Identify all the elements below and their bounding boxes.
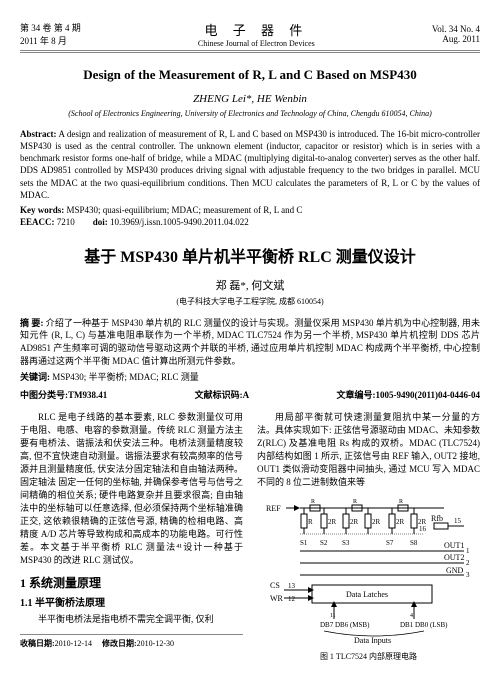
data-latches-label: Data Latches: [346, 590, 388, 599]
left-column: RLC 是电子线路的基本要素, RLC 参数测量仪可用于电阻、电感、电容的参数测…: [20, 411, 243, 665]
vol-issue-en: Vol. 34 No. 4: [432, 24, 480, 34]
classification-row: 中图分类号:TM938.41 文献标识码:A 文章编号:1005-9490(20…: [20, 388, 480, 401]
gnd-label: GND: [446, 566, 464, 575]
right-paragraph: 用局部平衡就可快速测量复阻抗中某一分量的方法。具体实现如下: 正弦信号源驱动由 …: [257, 411, 480, 489]
rfb-label: Rfb: [431, 514, 443, 523]
article-no: 文章编号:1005-9490(2011)04-0446-04: [337, 388, 481, 401]
title-en: Design of the Measurement of R, L and C …: [20, 67, 480, 83]
page-header: 第 34 卷 第 4 期 2011 年 8 月 电 子 器 件 Chinese …: [20, 20, 480, 51]
pin16: 16: [419, 525, 427, 533]
svg-text:11: 11: [330, 613, 336, 619]
svg-text:S8: S8: [410, 539, 418, 547]
svg-text:R: R: [399, 499, 403, 505]
sec11-paragraph: 半平衡电桥法是指电桥不需完全调平衡, 仅利: [20, 613, 243, 626]
section-1-heading: 1 系统测量原理: [20, 575, 243, 592]
recv-label: 收稿日期:: [20, 639, 55, 648]
doc-value: A: [243, 390, 250, 400]
figure-1: REF R 2R: [257, 495, 480, 663]
keywords-cn: MSP430; 半平衡桥; MDAC; RLC 测量: [52, 372, 199, 382]
title-cn: 基于 MSP430 单片机半平衡桥 RLC 测量仪设计: [20, 243, 480, 267]
header-rule: [20, 52, 480, 53]
abstract-cn-label: 摘 要:: [20, 318, 43, 328]
svg-text:2R: 2R: [372, 518, 381, 526]
svg-text:S3: S3: [342, 539, 350, 547]
svg-text:4: 4: [410, 613, 413, 619]
svg-text:15: 15: [454, 517, 462, 525]
cs-label: CS: [270, 581, 280, 590]
data-inputs-label: Data Inputs: [354, 636, 391, 645]
authors-cn: 郑 磊*, 何文斌: [20, 277, 480, 293]
top-r-resistors: R R R: [310, 499, 408, 511]
authors-en: ZHENG Lei*, HE Wenbin: [20, 93, 480, 105]
svg-text:R: R: [308, 518, 313, 526]
body-columns: RLC 是电子线路的基本要素, RLC 参数测量仪可用于电阻、电感、电容的参数测…: [20, 411, 480, 665]
abstract-en-block: Abstract: A design and realization of me…: [20, 128, 480, 201]
svg-text:R: R: [311, 499, 315, 505]
svg-text:1: 1: [466, 547, 470, 555]
rev-date: 2010-12-30: [137, 639, 174, 648]
journal-en: Chinese Journal of Electron Devices: [81, 39, 432, 48]
figure-1-caption: 图 1 TLC7524 内部原理电路: [257, 651, 480, 663]
keywords-cn-label: 关键词:: [20, 372, 50, 382]
abstract-cn-block: 摘 要: 介绍了一种基于 MSP430 单片机的 RLC 测量仪的设计与实现。测…: [20, 317, 480, 367]
svg-text:2R: 2R: [328, 518, 337, 526]
svg-text:12: 12: [288, 595, 296, 603]
doi-value: 10.3969/j.issn.1005-9490.2011.04.022: [110, 217, 249, 227]
footer-dates: 收稿日期:2010-12-14 修改日期:2010-12-30: [20, 634, 243, 650]
svg-text:2R: 2R: [350, 518, 359, 526]
svg-text:S7: S7: [386, 539, 394, 547]
eeacc-value: 7210: [57, 217, 75, 227]
date-cn: 2011 年 8 月: [20, 34, 81, 47]
header-right: Vol. 34 No. 4 Aug. 2011: [432, 24, 480, 44]
db7-label: DB7 DB6 (MSB): [320, 621, 370, 629]
section-1-1-heading: 1.1 半平衡桥法原理: [20, 597, 243, 612]
keywords-en-row: Key words: MSP430; quasi-equilibrium; MD…: [20, 205, 480, 215]
clc-label: 中图分类号:: [20, 390, 68, 400]
svg-text:2: 2: [466, 559, 470, 567]
keywords-en-label: Key words:: [20, 205, 64, 215]
circuit-diagram-svg: REF R 2R: [264, 495, 474, 645]
right-column: 用局部平衡就可快速测量复阻抗中某一分量的方法。具体实现如下: 正弦信号源驱动由 …: [257, 411, 480, 665]
ref-label: REF: [266, 504, 281, 513]
svg-text:S2: S2: [320, 539, 328, 547]
artno-label: 文章编号:: [337, 390, 376, 400]
out1-label: OUT1: [444, 541, 464, 550]
doi-label: doi:: [93, 217, 108, 227]
db0-label: DB1 DB0 (LSB): [400, 621, 448, 629]
affiliation-en: (School of Electronics Engineering, Univ…: [20, 109, 480, 118]
journal-cn: 电 子 器 件: [81, 20, 432, 39]
wr-label: WR: [270, 594, 284, 603]
svg-text:3: 3: [466, 571, 470, 579]
svg-text:R: R: [353, 499, 357, 505]
abstract-cn-text: 介绍了一种基于 MSP430 单片机的 RLC 测量仪的设计与实现。测量仪采用 …: [20, 318, 480, 366]
affiliation-cn: (电子科技大学电子工程学院, 成都 610054): [20, 296, 480, 307]
header-left: 第 34 卷 第 4 期 2011 年 8 月: [20, 21, 81, 47]
doc-code: 文献标识码:A: [195, 388, 250, 401]
recv-date: 2010-12-14: [55, 639, 92, 648]
header-center: 电 子 器 件 Chinese Journal of Electron Devi…: [81, 20, 432, 48]
artno-value: 1005-9490(2011)04-0446-04: [376, 390, 481, 400]
date-en: Aug. 2011: [432, 34, 480, 44]
eeacc-label: EEACC:: [20, 217, 55, 227]
out2-label: OUT2: [444, 553, 464, 562]
svg-text:2R: 2R: [396, 518, 405, 526]
eeacc-doi-row: EEACC: 7210 doi: 10.3969/j.issn.1005-949…: [20, 217, 480, 227]
keywords-cn-row: 关键词: MSP430; 半平衡桥; MDAC; RLC 测量: [20, 371, 480, 384]
doc-label: 文献标识码:: [195, 390, 243, 400]
clc: 中图分类号:TM938.41: [20, 388, 107, 401]
vol-issue-cn: 第 34 卷 第 4 期: [20, 21, 81, 34]
keywords-en: MSP430; quasi-equilibrium; MDAC; measure…: [67, 205, 303, 215]
svg-text:13: 13: [288, 582, 296, 590]
ladder-resistors: R 2R 2R: [301, 508, 427, 534]
svg-text:S1: S1: [300, 539, 308, 547]
rev-label: 修改日期:: [102, 639, 137, 648]
clc-value: TM938.41: [68, 390, 107, 400]
intro-paragraph: RLC 是电子线路的基本要素, RLC 参数测量仪可用于电阻、电感、电容的参数测…: [20, 411, 243, 568]
abstract-en-label: Abstract:: [20, 129, 57, 139]
abstract-en-text: A design and realization of measurement …: [20, 129, 480, 200]
